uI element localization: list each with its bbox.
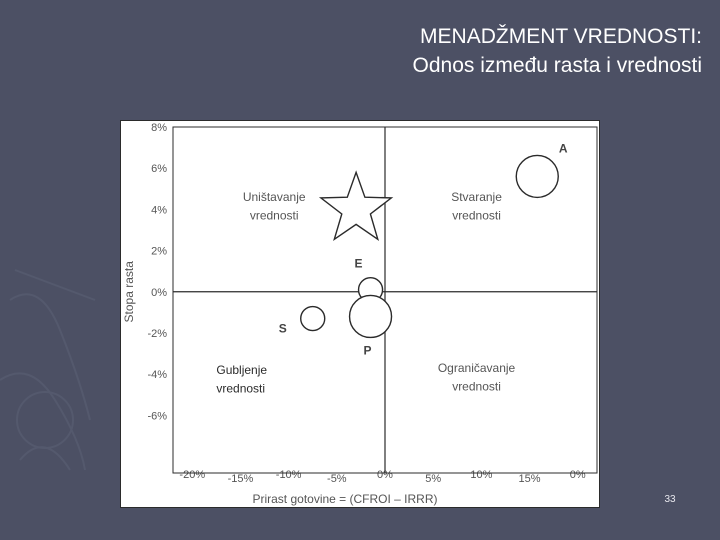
y-tick-label: -6%: [147, 410, 167, 422]
point-s-marker: [300, 305, 326, 332]
title-line-1: MENADŽMENT VREDNOSTI:: [420, 25, 702, 48]
chart-canvas: 8% 6% 4% 2% 0% -2% -4% -6% -20% -15% -10% -5% 0% 5% 1…: [122, 122, 598, 506]
quadrant-label-create-line2: vrednosti: [452, 209, 501, 223]
points-layer: A E P S: [279, 141, 568, 357]
x-tick-label: 0%: [570, 469, 586, 481]
x-tick-label: -20%: [179, 469, 205, 481]
y-tick-label: 0%: [151, 287, 167, 299]
y-tick-label: 2%: [151, 246, 167, 258]
y-tick-label: -4%: [147, 369, 167, 381]
quadrant-label-loss-line1: Gubljenje: [216, 363, 267, 377]
y-tick-label: 6%: [151, 163, 167, 175]
y-tick-label: 4%: [151, 204, 167, 216]
point-p-label: P: [364, 343, 372, 357]
quadrant-label-destroy-line1: Uništavanje: [243, 190, 306, 204]
point-a-marker: [515, 154, 559, 199]
quadrant-label-loss-line2: vrednosti: [216, 382, 265, 396]
plot-frame: [172, 126, 598, 474]
x-tick-label: -5%: [327, 473, 347, 485]
quadrant-label-limit-line2: vrednosti: [452, 380, 501, 394]
x-tick-label: -15%: [228, 473, 254, 485]
x-tick-label: -10%: [276, 469, 302, 481]
x-tick-label: 5%: [425, 473, 441, 485]
quadrant-label-create-line1: Stvaranje: [451, 190, 502, 204]
growth-value-chart: 8% 6% 4% 2% 0% -2% -4% -6% -20% -15% -10% -5% 0% 5% 1…: [120, 120, 600, 508]
point-e-label: E: [355, 257, 363, 271]
point-s-label: S: [279, 322, 287, 336]
y-tick-label: -2%: [147, 328, 167, 340]
x-tick-label: 0%: [377, 469, 393, 481]
x-tick-label: 10%: [470, 469, 492, 481]
y-tick-labels: 8% 6% 4% 2% 0% -2% -4% -6%: [147, 122, 167, 422]
x-tick-label: 15%: [519, 473, 541, 485]
star-marker: [318, 170, 394, 241]
quadrant-label-destroy-line2: vrednosti: [250, 209, 299, 223]
y-tick-label: 8%: [151, 122, 167, 134]
title-line-2: Odnos između rasta i vrednosti: [412, 54, 702, 77]
page-number: 33: [664, 494, 676, 505]
slide-title: MENADŽMENT VREDNOSTI: Odnos između rasta…: [182, 22, 702, 80]
y-axis-title: Stopa rasta: [122, 261, 136, 323]
x-axis-title: Prirast gotovine = (CFROI – IRRR): [252, 492, 437, 506]
quadrant-label-limit-line1: Ograničavanje: [438, 361, 516, 375]
x-tick-labels: -20% -15% -10% -5% 0% 5% 10% 15% 0%: [179, 469, 585, 485]
point-p-marker: [348, 294, 393, 339]
point-a-label: A: [559, 141, 568, 155]
